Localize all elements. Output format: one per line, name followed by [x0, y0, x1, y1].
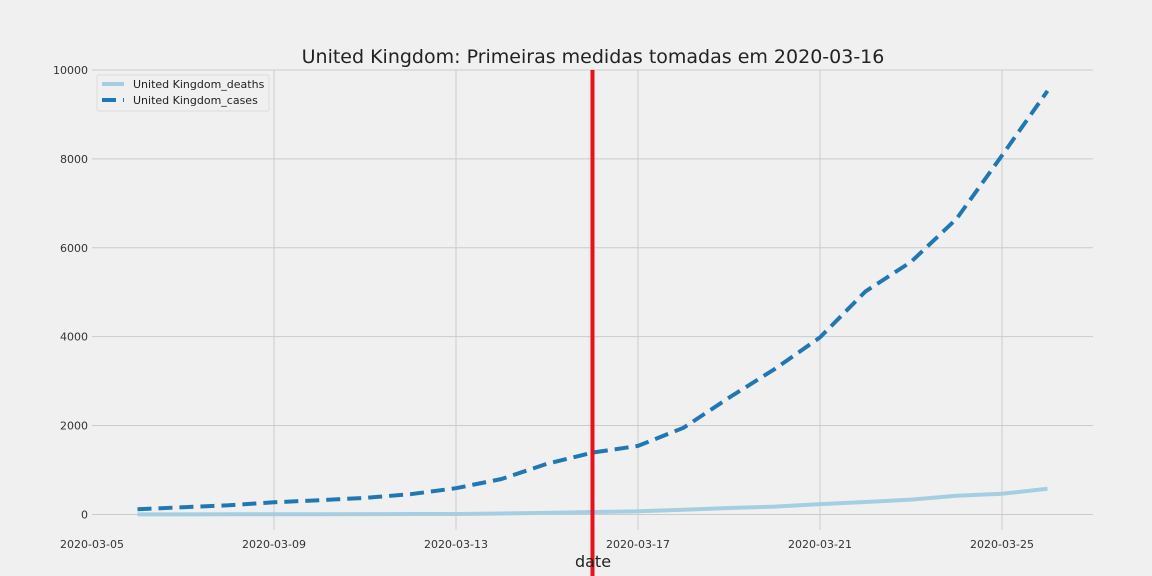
y-tick-label: 4000 [60, 331, 88, 344]
y-tick-label: 2000 [60, 420, 88, 433]
x-tick-label: 2020-03-17 [606, 538, 670, 551]
chart-title: United Kingdom: Primeiras medidas tomada… [302, 46, 885, 68]
cases-series-line [137, 89, 1050, 512]
legend-box [96, 74, 270, 112]
legend-label-cases: United Kingdom_cases [133, 94, 258, 107]
y-tick-label: 0 [81, 508, 88, 521]
y-tick-label: 8000 [60, 153, 88, 166]
y-tick-label: 10000 [53, 64, 88, 77]
legend: United Kingdom_deaths United Kingdom_cas… [96, 74, 270, 112]
x-tick-label: 2020-03-25 [970, 538, 1034, 551]
x-axis-label: date [575, 552, 611, 571]
x-tick-label: 2020-03-09 [242, 538, 306, 551]
x-tick-label: 2020-03-21 [788, 538, 852, 551]
y-tick-label: 6000 [60, 242, 88, 255]
x-tick-label: 2020-03-05 [60, 538, 124, 551]
x-tick-label: 2020-03-13 [424, 538, 488, 551]
axis-ticks: 0 2000 4000 6000 8000 10000 2020-03-05 2020-03-… [53, 64, 1034, 551]
legend-label-deaths: United Kingdom_deaths [133, 78, 265, 91]
